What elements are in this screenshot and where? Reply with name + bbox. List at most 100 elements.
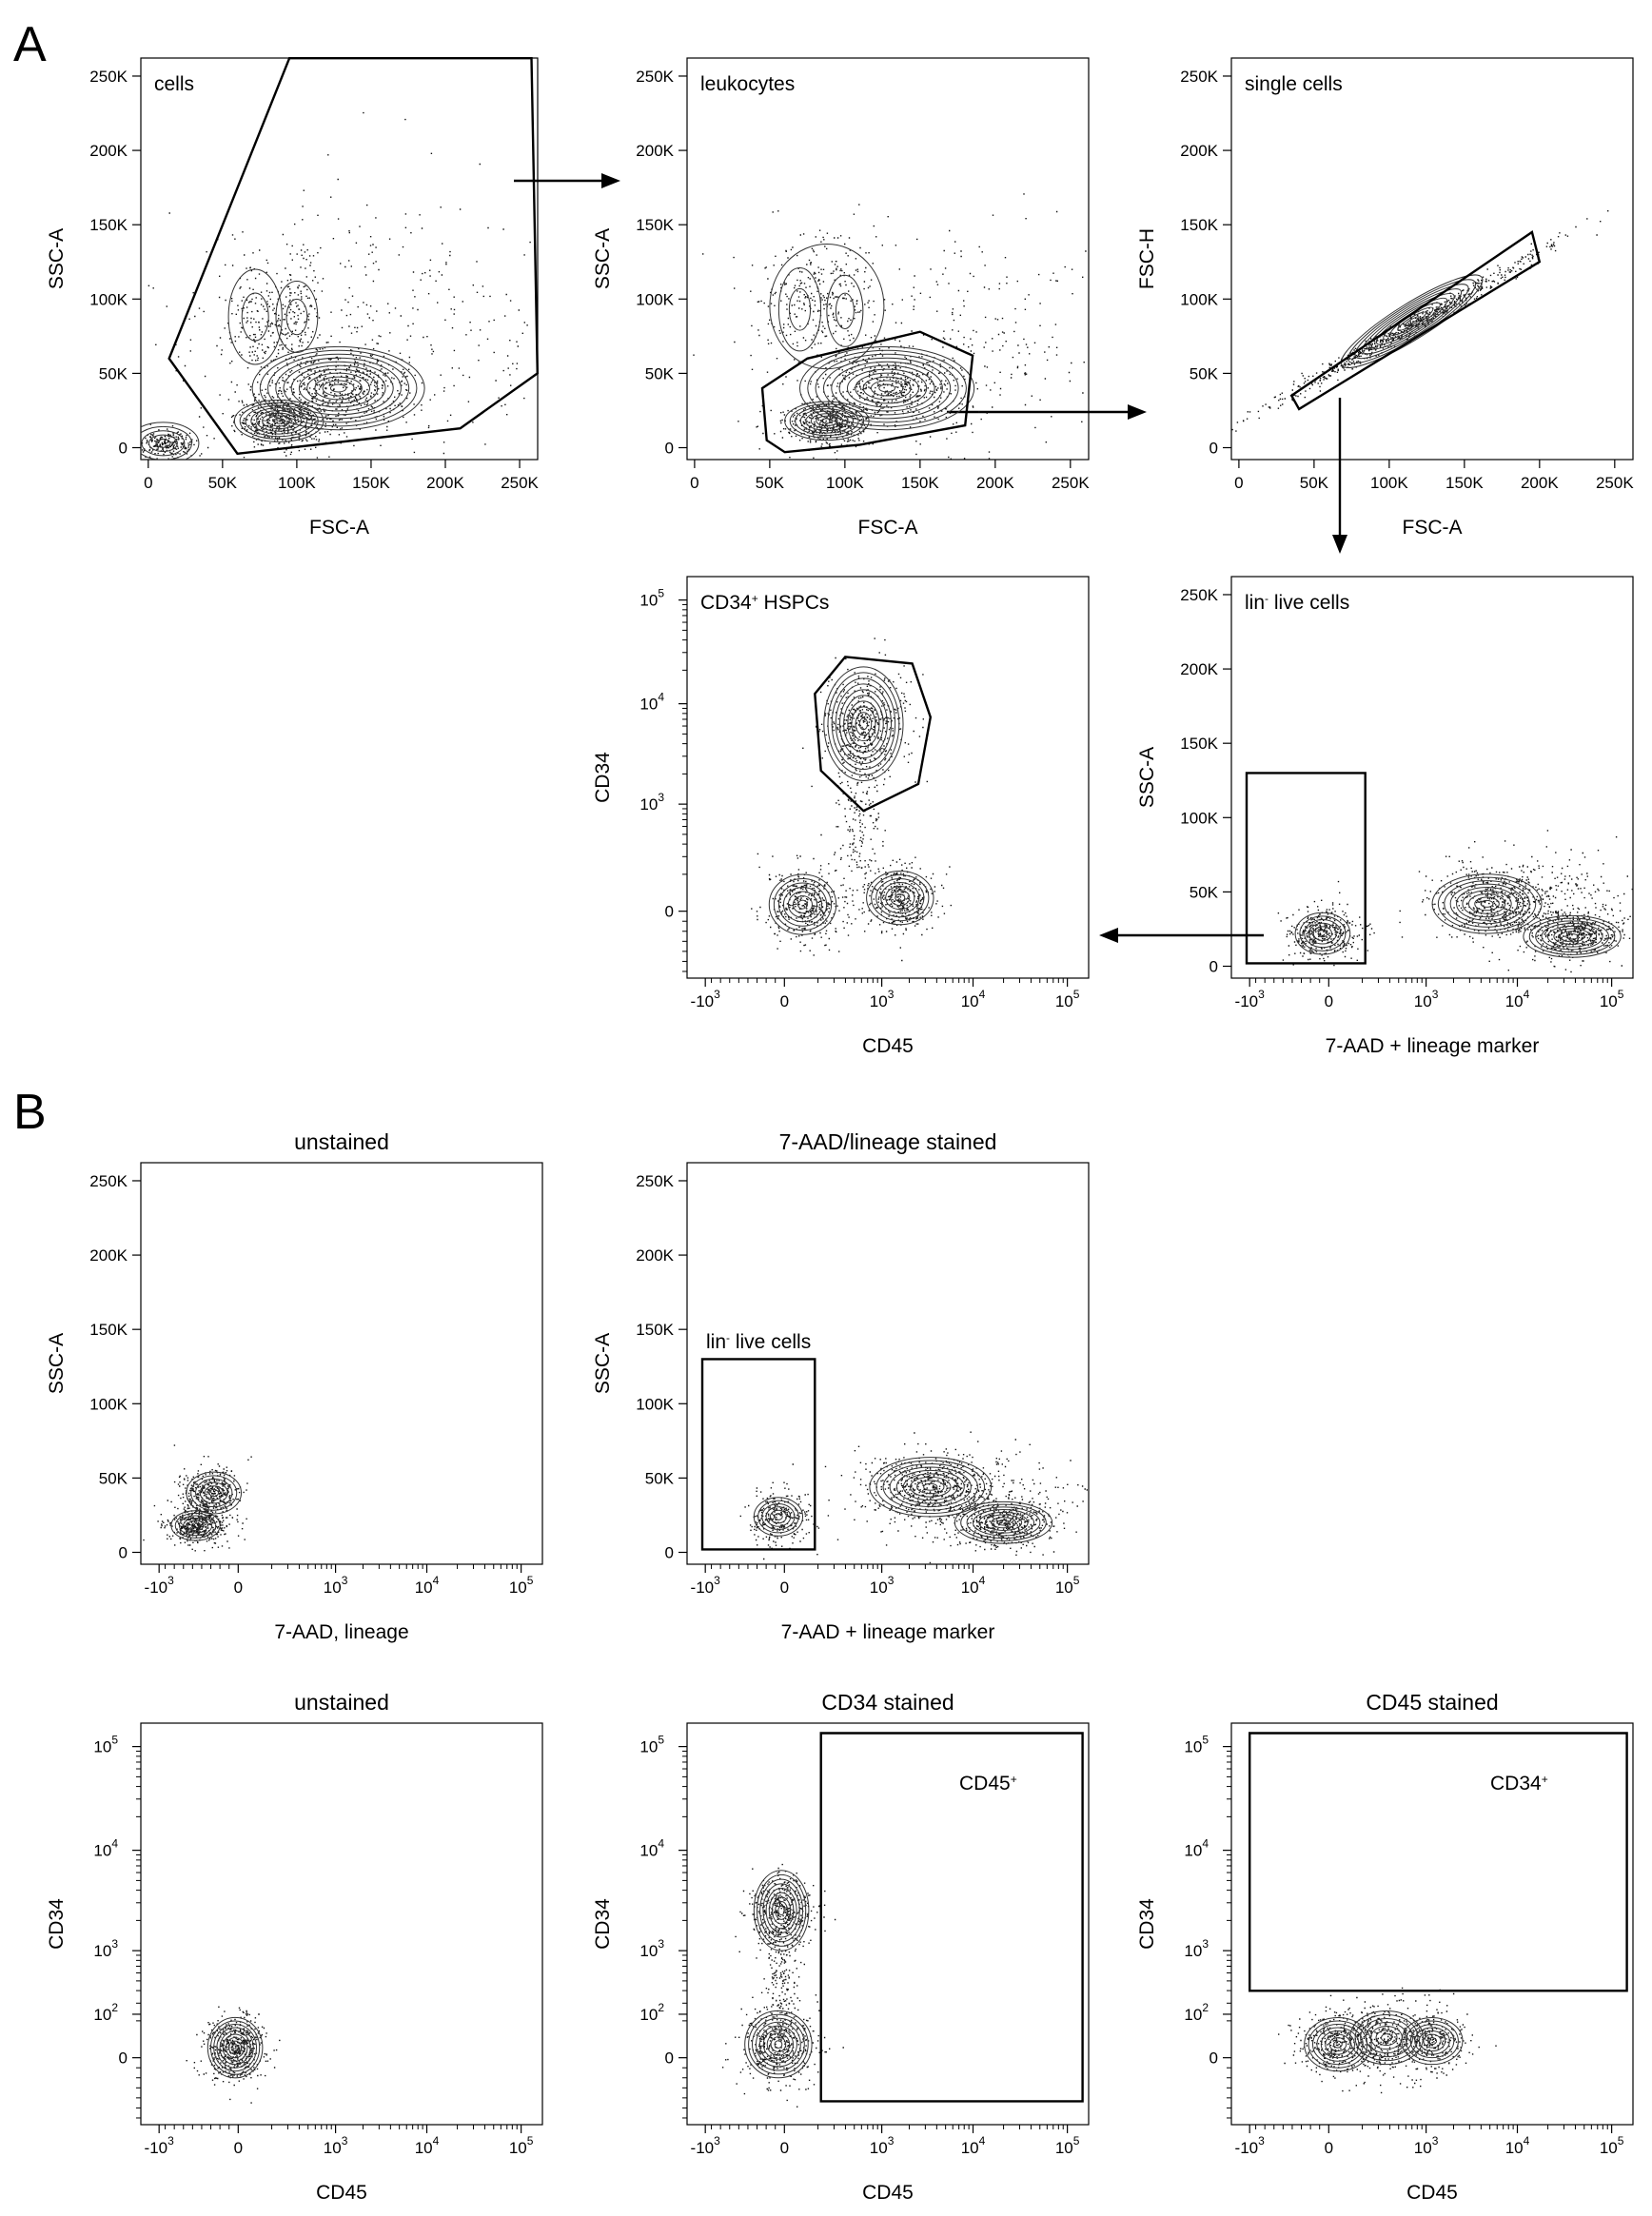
plot-data [1278, 1987, 1497, 2094]
contour-line [769, 1509, 787, 1524]
contour-line [245, 404, 313, 438]
x-tick-label: -103 [145, 1574, 175, 1597]
contour-line [978, 1511, 1029, 1534]
tick-base: 150K [636, 216, 674, 234]
tick-base: 10 [870, 992, 888, 1010]
contour-line [753, 1870, 810, 1951]
contour-set-1 [206, 2016, 264, 2079]
contour-line [772, 1896, 792, 1925]
tick-base: 10 [870, 2139, 888, 2157]
population-1 [153, 1444, 252, 1542]
contour-line [250, 407, 307, 435]
contour-line [822, 357, 952, 420]
plot-frame [686, 1162, 1090, 1565]
population-2 [1325, 1987, 1430, 2091]
gate-label-main: CD34 [1490, 1773, 1542, 1794]
y-tick-label: 102 [639, 2001, 664, 2024]
contour-line [1474, 896, 1500, 912]
x-tick-label: -103 [1235, 988, 1266, 1010]
contour-line [1541, 923, 1603, 951]
arrow-cells-to-leukocytes-head [601, 173, 620, 188]
contour-set-3 [1523, 914, 1622, 958]
tick-base: -10 [691, 2139, 715, 2157]
gate-label: lin- live cells [706, 1331, 811, 1353]
panel-letter-b: B [13, 1085, 47, 1140]
dot-cloud [141, 423, 203, 460]
x-tick-label: 104 [961, 2134, 986, 2157]
arrow-leukocytes-to-single-cells-head [1128, 404, 1147, 420]
gate-label: CD34+ [1490, 1773, 1548, 1794]
contour-line [846, 368, 928, 408]
tick-base: 10 [1600, 2139, 1618, 2157]
contour-line [890, 890, 911, 907]
tick-base: 250K [1180, 68, 1218, 86]
tick-base: 10 [1055, 992, 1073, 1010]
tick-base: 0 [665, 2049, 674, 2068]
contour-set-2 [1431, 873, 1543, 934]
contour-line [1437, 876, 1537, 932]
population-5 [141, 423, 203, 460]
contour-line [322, 380, 355, 397]
tick-base: 10 [93, 1842, 111, 1860]
contour-line [895, 893, 906, 903]
tick-base: 0 [119, 440, 128, 458]
population-2 [854, 1431, 1023, 1546]
contour-line [769, 244, 885, 370]
tick-exponent: 3 [111, 1937, 118, 1951]
contour-line [792, 895, 813, 914]
tick-base: 0 [780, 1579, 789, 1597]
contour-line [1404, 316, 1420, 327]
x-axis-label: 7-AAD + lineage marker [1326, 1035, 1540, 1057]
contour-line [283, 361, 394, 416]
y-axis-ticks: 0 50K 100K 150K 200K 250K [636, 68, 687, 458]
population-2 [1399, 847, 1583, 953]
x-axis-label: 7-AAD, lineage [274, 1621, 408, 1643]
x-axis-ticks: -103 0 103 104 105 [1235, 2125, 1624, 2157]
x-tick-label: 103 [324, 2134, 348, 2157]
contour-set-2 [869, 1457, 993, 1518]
y-tick-label: 150K [1180, 735, 1218, 753]
x-tick-label: 0 [1234, 474, 1243, 492]
x-tick-label: -103 [691, 2134, 721, 2157]
contour-line [851, 706, 876, 742]
tick-base: 200K [636, 1246, 674, 1265]
y-tick-label: 200K [89, 142, 128, 160]
contour-line [1565, 933, 1579, 940]
contour-set-2 [251, 345, 425, 431]
contour-line [774, 1513, 783, 1520]
x-tick-label: 200K [1521, 474, 1559, 492]
plot-frame [686, 1722, 1090, 2126]
contour-line [1354, 2013, 1419, 2062]
tick-exponent: 5 [527, 1574, 534, 1587]
dot-cloud [153, 1444, 252, 1542]
y-axis-label: FSC-H [1136, 228, 1158, 289]
plot-data [143, 1444, 252, 1552]
contour-line [241, 292, 269, 342]
dot-cloud [914, 1482, 1077, 1556]
y-tick-label: 250K [636, 68, 674, 86]
contour-line [889, 1466, 972, 1508]
plot-title: unstained [294, 1690, 389, 1715]
population-2 [143, 1503, 246, 1552]
contour-line [1299, 915, 1347, 951]
tick-base: 250K [636, 1172, 674, 1190]
gate-polygon [1248, 1732, 1628, 1992]
x-tick-label: 50K [756, 474, 785, 492]
contour-line [187, 1520, 205, 1532]
tick-base: 10 [1414, 2139, 1432, 2157]
tick-base: 10 [1055, 1579, 1073, 1597]
contour-line [210, 2020, 261, 2075]
contour-line [1467, 892, 1506, 914]
contour-line [1365, 2021, 1408, 2054]
x-tick-label: -103 [145, 2134, 175, 2157]
x-axis-label: CD45 [862, 2182, 914, 2204]
y-tick-label: 0 [1210, 2049, 1218, 2068]
contour-line [1311, 2024, 1364, 2066]
y-tick-label: 100K [1180, 290, 1218, 308]
tick-base: 250K [1052, 474, 1090, 492]
y-tick-label: 50K [99, 1469, 128, 1487]
contour-line [298, 368, 379, 408]
